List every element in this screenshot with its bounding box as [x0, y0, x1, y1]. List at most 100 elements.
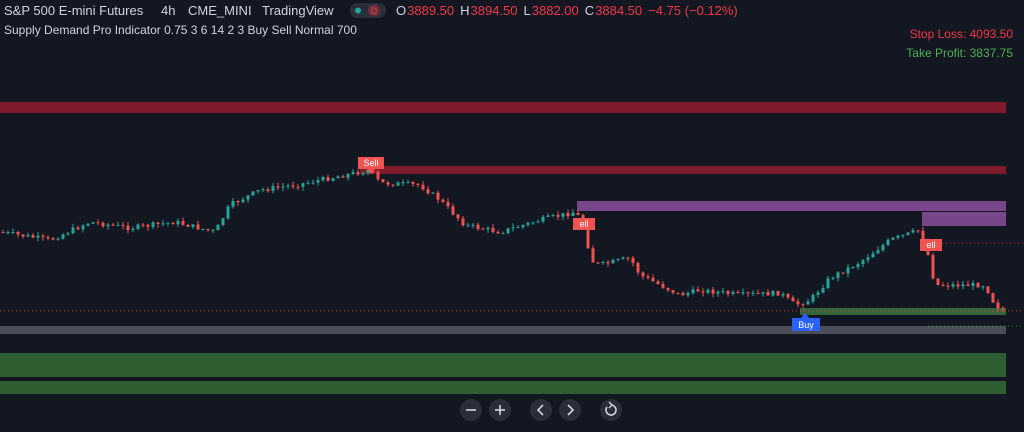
demand-zone: [800, 308, 1006, 315]
change: −4.75 (−0.12%): [648, 3, 738, 18]
candle: [951, 284, 955, 287]
candle: [316, 180, 320, 183]
candle: [426, 189, 430, 194]
candle: [716, 291, 720, 294]
stop-loss: Stop Loss: 4093.50: [910, 27, 1014, 41]
candle: [141, 224, 145, 226]
candle: [51, 238, 55, 240]
candle: [146, 224, 150, 227]
candle: [646, 276, 650, 278]
candle: [231, 201, 235, 207]
candle: [471, 224, 475, 226]
candle: [181, 221, 185, 225]
candle: [136, 224, 140, 229]
candle: [771, 290, 775, 296]
candle: [726, 291, 730, 294]
candle: [96, 222, 100, 224]
candle: [56, 238, 60, 240]
candle: [596, 262, 600, 264]
candle: [416, 183, 420, 185]
candle: [191, 224, 195, 227]
candle: [611, 259, 615, 264]
scroll-left-button[interactable]: [530, 399, 552, 421]
candle: [681, 292, 685, 296]
candle: [466, 224, 470, 226]
candle: [591, 248, 595, 263]
candle: [476, 224, 480, 229]
candle: [601, 262, 605, 264]
ohlc-value: 3884.50: [595, 3, 642, 18]
candle: [906, 232, 910, 235]
candle: [981, 286, 985, 288]
candle: [816, 292, 820, 295]
sell-signal: [920, 239, 942, 251]
supply-zone: [922, 212, 1006, 226]
candle: [196, 224, 200, 230]
badge: D: [371, 6, 378, 16]
candle: [956, 284, 960, 287]
candle: [881, 244, 885, 251]
candle: [366, 169, 370, 174]
exchange: CME_MINI: [188, 3, 252, 18]
zoom-in-button[interactable]: [489, 399, 511, 421]
source: TradingView: [262, 3, 334, 18]
zoom-out-button[interactable]: [460, 399, 482, 421]
candle: [61, 234, 65, 239]
interval: 4h: [161, 3, 175, 18]
candle: [886, 239, 890, 245]
candle: [781, 294, 785, 296]
candle: [856, 264, 860, 268]
symbol: S&P 500 E-mini Futures: [4, 3, 144, 18]
candle: [861, 260, 865, 265]
candle: [236, 201, 240, 203]
sell-label: ell: [579, 219, 588, 229]
candle: [876, 250, 880, 254]
candle: [66, 233, 70, 235]
candle: [36, 235, 40, 238]
candle: [721, 291, 725, 293]
candle: [166, 222, 170, 224]
candle: [556, 214, 560, 217]
candle: [331, 178, 335, 181]
candle: [91, 222, 95, 224]
candle: [261, 189, 265, 191]
candle: [346, 173, 350, 178]
candle: [486, 227, 490, 230]
candle: [436, 192, 440, 200]
candle: [706, 289, 710, 293]
candle: [321, 177, 325, 181]
candle: [761, 292, 765, 294]
candle: [701, 291, 705, 293]
candle: [281, 186, 285, 188]
candle: [531, 222, 535, 224]
candle: [731, 292, 735, 294]
reset-button[interactable]: [600, 399, 622, 421]
candle: [991, 293, 995, 303]
candle: [76, 227, 80, 230]
candle: [301, 183, 305, 187]
candle: [521, 224, 525, 228]
candle: [291, 185, 295, 187]
candle: [756, 293, 760, 295]
indicator: Supply Demand Pro Indicator 0.75 3 6 14 …: [4, 23, 357, 37]
candle: [801, 304, 805, 306]
buy-label: Buy: [798, 320, 814, 330]
ohlc-value: 3894.50: [471, 3, 518, 18]
candle: [741, 292, 745, 294]
scroll-right-button[interactable]: [559, 399, 581, 421]
badge-bg: [368, 4, 380, 17]
candle: [606, 262, 610, 264]
ohlc-value: 3882.00: [532, 3, 579, 18]
candle: [401, 182, 405, 184]
candle: [911, 230, 915, 233]
candle: [776, 290, 780, 296]
candle: [256, 190, 260, 192]
candle: [1001, 308, 1005, 310]
candle: [336, 176, 340, 179]
candle: [841, 272, 845, 274]
candle: [186, 224, 190, 227]
candle: [121, 224, 125, 226]
candle: [6, 231, 10, 233]
sell-signal: [358, 157, 384, 174]
